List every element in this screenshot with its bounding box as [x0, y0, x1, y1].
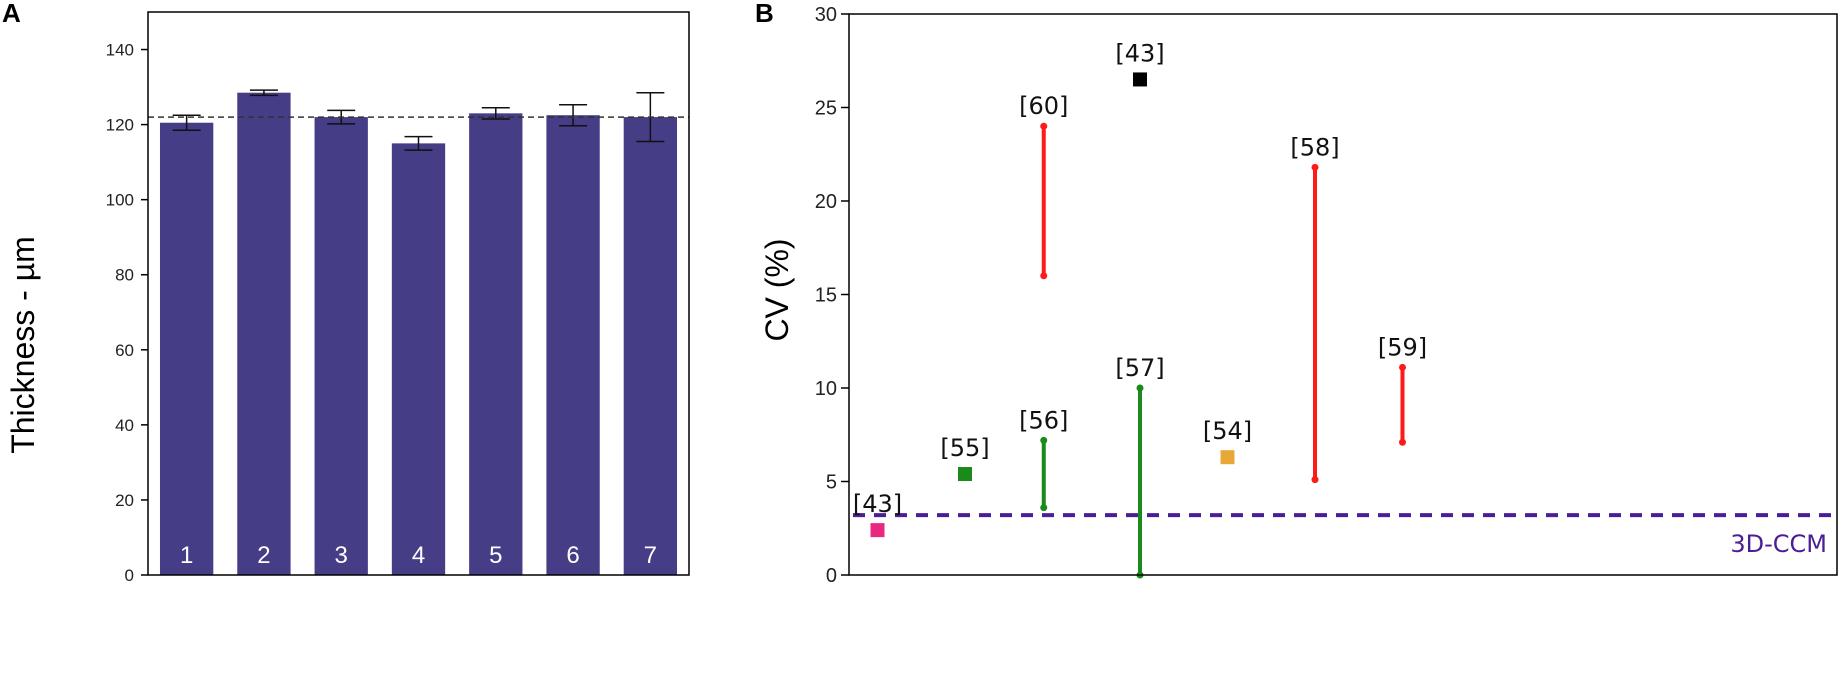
range-end-top	[1311, 163, 1319, 171]
range-end-top	[1136, 384, 1144, 392]
point-label: [43]	[1115, 39, 1164, 67]
y-tick-label-b: 15	[815, 285, 837, 307]
range-end-top	[1399, 363, 1406, 371]
bar	[546, 115, 600, 575]
bar	[469, 113, 523, 575]
y-tick-label-b: 0	[826, 565, 837, 587]
range-end-bottom	[1040, 504, 1048, 512]
point-label: [43]	[853, 490, 902, 518]
point-marker	[1220, 450, 1235, 465]
point-label: [54]	[1203, 417, 1252, 445]
y-tick-label-b: 10	[815, 378, 837, 400]
range-end-bottom	[1399, 438, 1406, 446]
range-label: [58]	[1290, 133, 1339, 161]
panel-a: A Thickness - µm 0 20 40 60 80 100 120 140 1 2 3 4…	[2, 0, 690, 585]
bar-category-label: 3	[335, 542, 348, 569]
point-marker	[870, 523, 885, 538]
plot-frame-a	[147, 11, 690, 576]
y-tick-label-b: 20	[815, 191, 837, 213]
bar-category-label: 1	[180, 542, 193, 569]
y-axis-label-b: CV (%)	[759, 238, 795, 341]
range-label: [60]	[1019, 92, 1068, 120]
bar-category-label: 5	[489, 542, 502, 569]
y-tick-label-a: 140	[106, 41, 134, 60]
bar-category-label: 7	[644, 542, 657, 569]
marks-b: [60] [56] [57] [58] [59] [43] [55] [43] [54]	[853, 39, 1427, 579]
range-label: [56]	[1019, 406, 1068, 434]
y-tick-label-b: 30	[815, 4, 837, 26]
bar	[159, 122, 214, 576]
y-tick-label-a: 80	[115, 266, 134, 285]
range-end-top	[1040, 122, 1048, 130]
bar	[237, 92, 291, 576]
y-tick-label-a: 120	[106, 116, 134, 135]
bar	[623, 117, 678, 576]
range-end-bottom	[1040, 272, 1048, 280]
panel-letter-a: A	[2, 0, 21, 28]
range-label: [59]	[1378, 333, 1427, 361]
panel-b: B CV (%) 0 5 10 15 20 25 30 3D-CCM [60] [56] [57…	[755, 0, 1838, 587]
range-end-bottom	[1311, 476, 1319, 484]
y-axis-label-a: Thickness - µm	[5, 236, 41, 454]
y-tick-label-b: 25	[815, 98, 837, 120]
point-marker	[1133, 72, 1147, 87]
point-marker	[958, 467, 972, 482]
plot-frame-b	[848, 13, 1838, 576]
y-tick-label-a: 60	[115, 341, 134, 360]
y-tick-label-a: 40	[115, 416, 134, 435]
y-ticks-a: 0 20 40 60 80 100 120 140	[106, 41, 148, 585]
y-tick-label-b: 5	[826, 472, 837, 494]
point-label: [55]	[940, 434, 989, 462]
panel-letter-b: B	[755, 0, 774, 28]
y-tick-label-a: 100	[106, 191, 134, 210]
reference-line-label-b: 3D-CCM	[1730, 530, 1827, 558]
bars-a: 1 2 3 4 5 6 7	[159, 89, 678, 576]
range-label: [57]	[1115, 354, 1164, 382]
range-end-top	[1040, 436, 1048, 444]
bar-category-label: 2	[257, 542, 270, 569]
y-tick-label-a: 0	[125, 566, 134, 585]
y-ticks-b: 0 5 10 15 20 25 30	[815, 4, 849, 587]
y-tick-label-a: 20	[115, 491, 134, 510]
bar-category-label: 4	[412, 542, 425, 569]
bar	[391, 143, 446, 575]
bar	[314, 117, 368, 576]
bar-category-label: 6	[566, 542, 579, 569]
